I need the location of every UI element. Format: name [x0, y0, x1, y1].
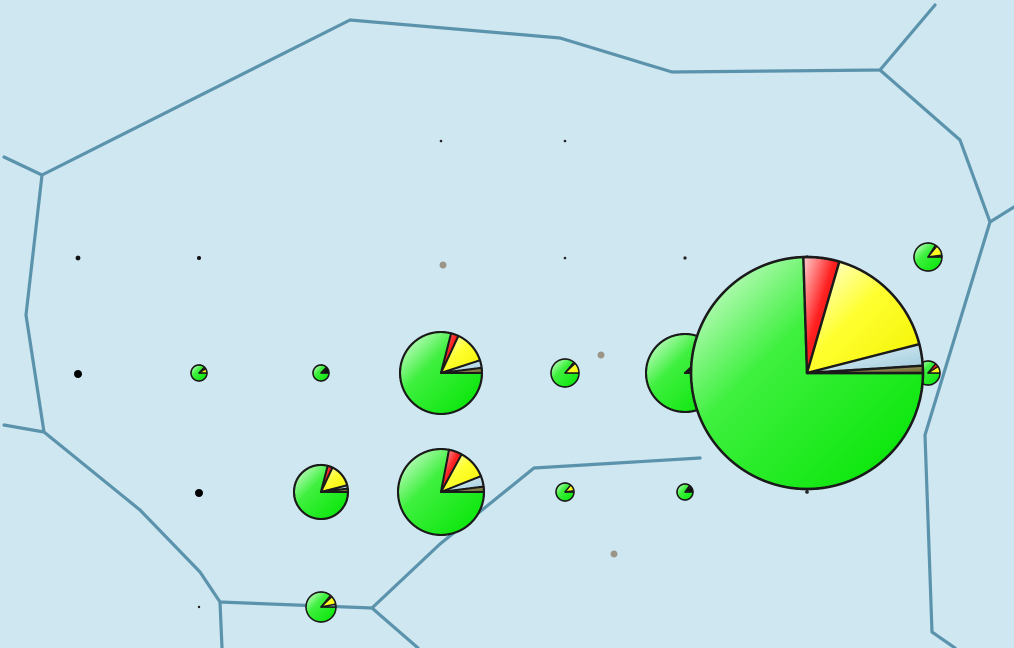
pie-marker-west-lower[interactable] — [293, 464, 349, 520]
city-dot — [597, 351, 605, 359]
map-point[interactable] — [563, 256, 567, 260]
region-border — [2, 173, 46, 434]
map-point[interactable] — [683, 256, 687, 260]
pie-marker-small-b[interactable] — [913, 242, 943, 272]
pie-outline — [293, 464, 349, 520]
region-border — [370, 606, 420, 648]
map-point[interactable] — [439, 139, 443, 143]
pie-outline — [397, 448, 485, 536]
pie-markers — [190, 242, 943, 623]
pie-marker-small-a[interactable] — [550, 358, 580, 388]
map-point[interactable] — [805, 490, 809, 494]
city-dot — [610, 550, 618, 558]
pie-marker-small-g[interactable] — [676, 483, 694, 501]
pie-outline — [913, 242, 943, 272]
pie-outline — [676, 483, 694, 501]
map-point[interactable] — [197, 605, 201, 609]
region-border — [218, 600, 224, 648]
map-point[interactable] — [74, 370, 82, 378]
pie-marker-small-d[interactable] — [555, 482, 575, 502]
region-borders — [2, 3, 1014, 648]
pie-marker-mid-upper[interactable] — [399, 331, 484, 415]
pie-outline — [689, 255, 925, 491]
pie-outline — [305, 591, 337, 623]
small-markers — [74, 139, 809, 609]
region-border — [42, 430, 374, 610]
map-point[interactable] — [197, 256, 201, 260]
map-point[interactable] — [195, 489, 203, 497]
pie-marker-mid-lower[interactable] — [397, 448, 485, 536]
pie-outline — [190, 364, 208, 382]
pie-marker-south-small[interactable] — [305, 591, 337, 623]
map-point[interactable] — [75, 255, 81, 261]
region-border — [370, 456, 702, 610]
pie-outline — [550, 358, 580, 388]
pie-outline — [555, 482, 575, 502]
pie-marker-big-east[interactable] — [689, 255, 925, 491]
pie-marker-small-e[interactable] — [190, 364, 208, 382]
pie-marker-small-f[interactable] — [312, 364, 330, 382]
region-border — [878, 68, 1014, 224]
region-border — [923, 220, 992, 648]
pie-outline — [312, 364, 330, 382]
city-dot — [439, 261, 447, 269]
pie-outline — [399, 331, 483, 415]
map-point[interactable] — [563, 139, 567, 143]
